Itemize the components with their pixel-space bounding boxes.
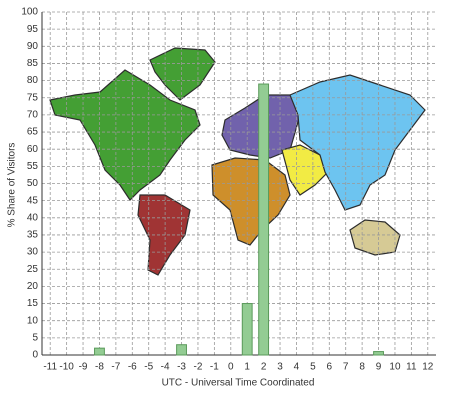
x-tick-label: 8 [359,362,365,373]
x-tick-label: 5 [310,362,316,373]
x-tick-label: 4 [294,362,300,373]
x-tick-label: 1 [244,362,250,373]
y-tick-label: 20 [27,281,39,292]
x-tick-label: -1 [210,362,219,373]
x-tick-label: 0 [228,362,234,373]
x-tick-label: 11 [406,362,417,373]
y-tick-label: 65 [27,127,39,138]
x-tick-label: -3 [177,362,186,373]
y-tick-label: 75 [27,92,39,103]
bar [241,303,253,356]
world-map [49,47,426,276]
x-tick-label: -4 [161,362,170,373]
y-tick-label: 60 [27,144,39,155]
y-axis-label: % Share of Visitors [7,143,18,228]
x-tick-label: 10 [389,362,401,373]
bar [176,344,187,356]
y-tick-label: 45 [27,195,39,206]
y-tick-label: 70 [27,110,39,121]
y-tick-label: 5 [32,332,38,343]
y-tick-label: 40 [27,212,39,223]
x-tick-label: -5 [144,362,153,373]
y-tick-label: 50 [27,178,39,189]
x-tick-label: -11 [43,362,57,373]
x-axis-label: UTC - Universal Time Coordinated [162,378,315,389]
y-tick-label: 80 [27,75,39,86]
x-tick-label: -10 [59,362,74,373]
y-tick-label: 10 [27,315,39,326]
x-tick-label: -8 [95,362,104,373]
bar [373,351,384,356]
y-tick-label: 0 [32,350,38,361]
x-tick-label: 6 [327,362,333,373]
y-tick-label: 85 [27,58,39,69]
x-tick-label: -2 [194,362,203,373]
y-tick-label: 35 [27,230,39,241]
x-tick-label: -7 [111,362,120,373]
x-tick-label: 2 [261,362,267,373]
y-tick-label: 30 [27,247,39,258]
bar [94,347,105,356]
bar [258,83,270,356]
x-tick-label: -6 [128,362,137,373]
x-tick-label: 12 [422,362,434,373]
x-tick-label: 9 [376,362,382,373]
y-tick-label: 95 [27,24,39,35]
y-tick-label: 55 [27,161,39,172]
y-tick-label: 15 [27,298,39,309]
x-tick-label: -9 [79,362,88,373]
x-tick-label: 3 [277,362,283,373]
y-tick-label: 90 [27,41,39,52]
y-tick-label: 25 [27,264,39,275]
y-tick-label: 100 [21,7,38,18]
x-tick-label: 7 [343,362,349,373]
